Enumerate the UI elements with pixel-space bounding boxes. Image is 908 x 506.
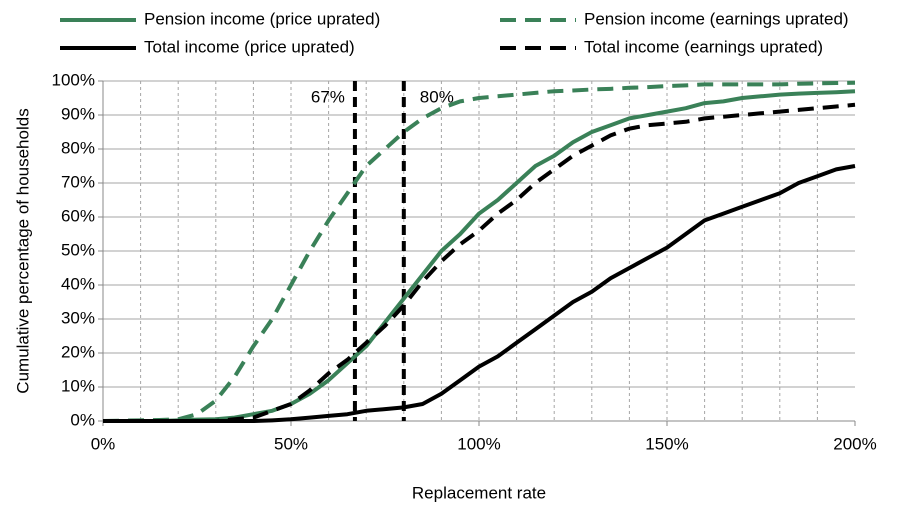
legend-label: Pension income (earnings uprated): [584, 9, 849, 28]
legend-label: Pension income (price uprated): [144, 9, 380, 28]
y-tick-label: 80%: [61, 138, 95, 157]
y-tick-label: 40%: [61, 274, 95, 293]
y-tick-label: 70%: [61, 172, 95, 191]
y-tick-label: 20%: [61, 342, 95, 361]
x-tick-label: 0%: [91, 434, 116, 453]
y-tick-label: 90%: [61, 104, 95, 123]
y-tick-label: 100%: [52, 70, 95, 89]
x-axis-label: Replacement rate: [412, 483, 546, 502]
x-tick-label: 200%: [833, 434, 876, 453]
x-tick-label: 50%: [274, 434, 308, 453]
y-tick-label: 0%: [70, 410, 95, 429]
reference-label: 67%: [311, 87, 345, 106]
x-tick-label: 100%: [457, 434, 500, 453]
y-tick-label: 10%: [61, 376, 95, 395]
y-tick-label: 60%: [61, 206, 95, 225]
y-axis-label: Cumulative percentage of households: [13, 108, 32, 393]
x-tick-label: 150%: [645, 434, 688, 453]
legend-label: Total income (price uprated): [144, 37, 355, 56]
reference-label: 80%: [420, 87, 454, 106]
y-tick-label: 30%: [61, 308, 95, 327]
legend-label: Total income (earnings uprated): [584, 37, 823, 56]
series-line: [103, 102, 856, 423]
series-line: [102, 80, 856, 423]
y-tick-label: 50%: [61, 240, 95, 259]
